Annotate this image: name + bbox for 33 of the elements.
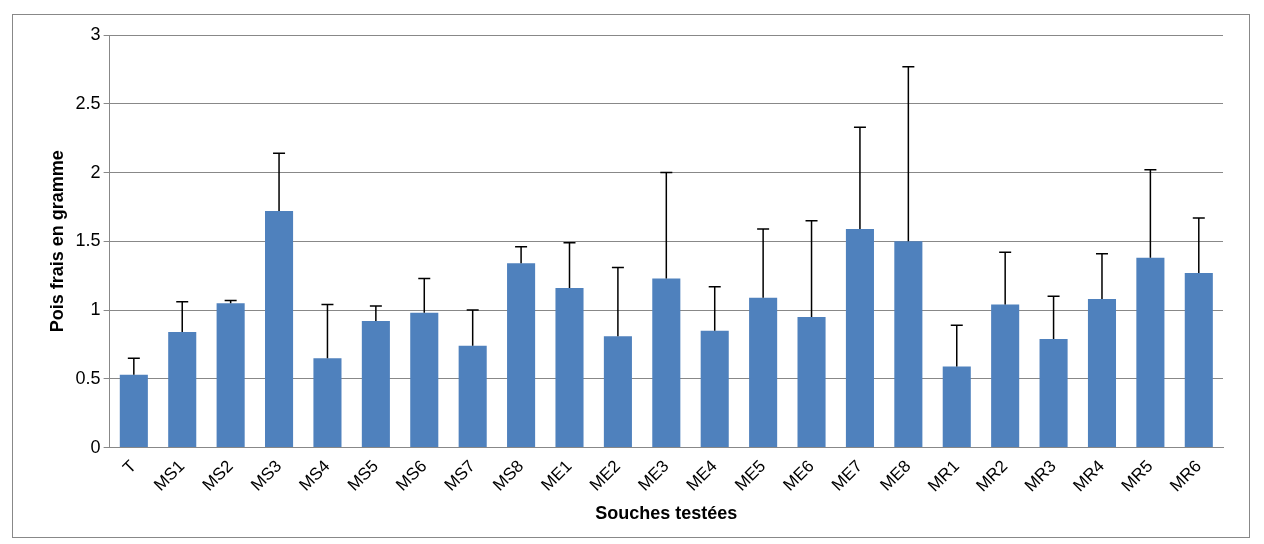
y-tick-label: 2 bbox=[90, 161, 101, 182]
bar bbox=[313, 358, 342, 448]
bar bbox=[361, 321, 390, 448]
bar bbox=[942, 366, 971, 448]
bar bbox=[700, 330, 729, 448]
y-tick-label: 2.5 bbox=[75, 92, 101, 113]
bar bbox=[168, 332, 197, 448]
bar bbox=[1039, 338, 1068, 448]
bar bbox=[652, 278, 681, 448]
y-tick-label: 1.5 bbox=[75, 230, 101, 251]
bar bbox=[845, 228, 874, 448]
y-tick-label: 3 bbox=[90, 23, 101, 44]
x-tick-label: T bbox=[119, 456, 140, 478]
y-tick-label: 0.5 bbox=[75, 367, 101, 388]
bar bbox=[507, 263, 536, 448]
bar bbox=[555, 288, 584, 448]
bar bbox=[410, 312, 439, 448]
bar bbox=[749, 297, 778, 448]
bar bbox=[1087, 299, 1117, 448]
bar bbox=[894, 241, 923, 448]
x-axis-title: Souches testées bbox=[595, 503, 738, 524]
y-tick-label: 1 bbox=[90, 299, 101, 320]
bar bbox=[216, 303, 245, 448]
bar bbox=[458, 345, 487, 448]
bar bbox=[1136, 257, 1165, 448]
y-axis-title: Pois frais en gramme bbox=[46, 150, 67, 333]
bar bbox=[991, 304, 1020, 448]
y-tick-label: 0 bbox=[90, 436, 101, 457]
bar bbox=[797, 316, 826, 448]
bar bbox=[265, 211, 294, 448]
bar bbox=[119, 374, 148, 448]
bar bbox=[1184, 272, 1213, 448]
bar bbox=[603, 336, 632, 448]
